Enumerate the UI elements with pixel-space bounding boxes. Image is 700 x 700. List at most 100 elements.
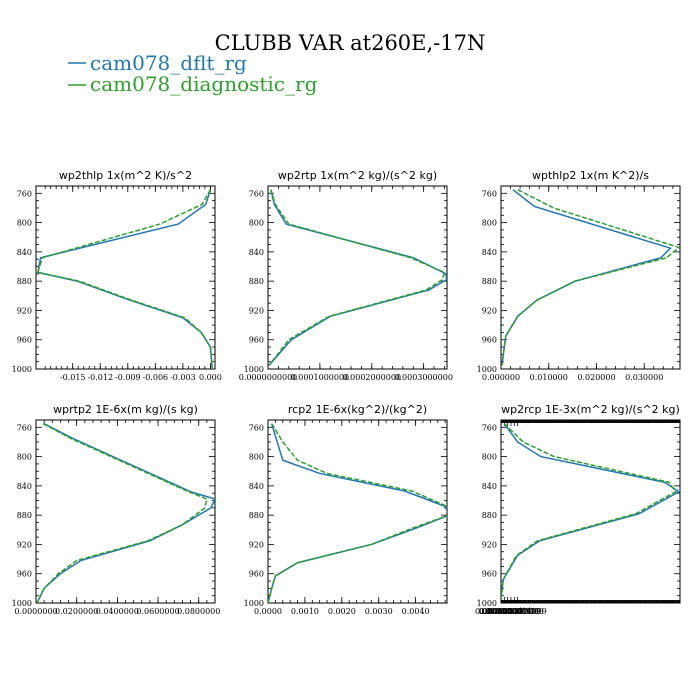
x-tick-label-3-4: 0.0800000 [177, 607, 220, 616]
y-tick-label-1-1: 800 [249, 219, 264, 228]
series-0-1 [36, 189, 213, 369]
y-tick-label-0-5: 960 [17, 336, 32, 345]
y-tick-label-1-5: 960 [249, 336, 264, 345]
y-tick-label-2-0: 760 [482, 189, 497, 198]
x-tick-label-3-2: 0.0400000 [96, 607, 139, 616]
y-tick-label-0-4: 920 [17, 306, 32, 315]
panel-frame-1 [267, 185, 448, 370]
y-tick-label-2-3: 880 [482, 277, 497, 286]
panel-frame-0 [35, 185, 216, 370]
panel-0: wp2thlp 1x(m^2 K)/s^2 760 800 840 880 920 960 1… [12, 169, 222, 382]
x-tick-label-4-1: 0.0010 [291, 607, 319, 616]
series-4-1 [268, 423, 447, 603]
legend: cam078_dflt_rg cam078_diagnostic_rg [68, 51, 318, 96]
x-tick-label-0-2: -0.009 [115, 373, 141, 382]
x-tick-label-0-1: -0.012 [87, 373, 113, 382]
panel-frame-5 [500, 419, 681, 604]
series-2-0 [501, 189, 672, 366]
series-1-1 [268, 189, 446, 366]
y-tick-label-2-2: 840 [482, 248, 497, 257]
y-tick-label-4-6: 1000 [244, 599, 264, 608]
y-tick-label-3-3: 880 [17, 511, 32, 520]
x-tick-label-3-3: 0.0600000 [136, 607, 179, 616]
x-tick-label-4-4: 0.0040 [402, 607, 430, 616]
y-tick-label-5-0: 760 [482, 423, 497, 432]
y-tick-label-2-4: 920 [482, 306, 497, 315]
y-tick-label-4-4: 920 [249, 540, 264, 549]
y-tick-label-2-6: 1000 [477, 365, 497, 374]
panel-5: wp2rcp 1E-3x(m^2 kg)/(s^2 kg) 760 800 840 88… [475, 403, 681, 616]
panel-frame-4 [267, 419, 448, 604]
y-tick-label-1-6: 1000 [244, 365, 264, 374]
x-tick-label-5-5: 0.0000014999 [488, 607, 547, 616]
y-tick-label-0-6: 1000 [12, 365, 32, 374]
x-tick-label-1-1: 0.0001000000 [291, 373, 350, 382]
panel-1: wp2rtp 1x(m^2 kg)/(s^2 kg) 760 800 840 880 92… [239, 169, 453, 382]
y-tick-label-0-0: 760 [17, 189, 32, 198]
y-tick-label-4-1: 800 [249, 453, 264, 462]
x-tick-label-1-0: 0.0000000000 [239, 373, 298, 382]
series-3-0 [36, 422, 215, 603]
x-tick-label-4-3: 0.0030 [365, 607, 393, 616]
y-tick-label-5-4: 920 [482, 540, 497, 549]
y-tick-label-5-2: 840 [482, 482, 497, 491]
y-tick-label-5-3: 880 [482, 511, 497, 520]
y-tick-label-0-1: 800 [17, 219, 32, 228]
x-tick-label-5-1: 0.0000003000 [475, 607, 534, 616]
y-tick-label-0-3: 880 [17, 277, 32, 286]
y-tick-label-4-5: 960 [249, 570, 264, 579]
panel-3: wprtp2 1E-6x(m kg)/(s kg) 760 800 840 880 920… [12, 403, 221, 616]
x-tick-label-2-2: 0.020000 [577, 373, 615, 382]
x-tick-label-5-0: 0.0000000 [479, 607, 522, 616]
series-5-1 [501, 423, 677, 600]
panel-frame-2 [500, 185, 681, 370]
series-5-0 [501, 423, 680, 600]
panels: wp2thlp 1x(m^2 K)/s^2 760 800 840 880 920 960 1… [12, 169, 681, 616]
y-tick-label-5-5: 960 [482, 570, 497, 579]
panel-4: rcp2 1E-6x(kg^2)/(kg^2) 760 800 840 880 920 96… [244, 403, 448, 616]
y-tick-label-4-3: 880 [249, 511, 264, 520]
x-tick-label-5-3: 0.0000008999 [482, 607, 541, 616]
legend-label-0: cam078_dflt_rg [90, 51, 247, 75]
y-tick-label-2-1: 800 [482, 219, 497, 228]
x-tick-label-2-1: 0.010000 [530, 373, 568, 382]
y-tick-label-3-0: 760 [17, 423, 32, 432]
x-tick-label-0-5: 0.000 [199, 373, 222, 382]
y-tick-label-0-2: 840 [17, 248, 32, 257]
y-tick-label-1-2: 840 [249, 248, 264, 257]
series-2-1 [501, 188, 680, 366]
series-1-0 [268, 189, 447, 366]
y-tick-label-3-4: 920 [17, 540, 32, 549]
panel-2: wpthlp2 1x(m K^2)/s 760 800 840 880 920 960 100… [477, 169, 681, 382]
y-tick-label-2-5: 960 [482, 336, 497, 345]
y-tick-label-5-1: 800 [482, 453, 497, 462]
series-3-1 [36, 422, 208, 603]
x-tick-label-0-4: -0.003 [170, 373, 196, 382]
y-tick-label-1-0: 760 [249, 189, 264, 198]
y-tick-label-1-4: 920 [249, 306, 264, 315]
x-tick-label-1-2: 0.0002000000 [343, 373, 402, 382]
x-tick-label-0-0: -0.015 [60, 373, 86, 382]
legend-label-1: cam078_diagnostic_rg [90, 72, 318, 96]
panel-title-2: wpthlp2 1x(m K^2)/s [532, 169, 649, 182]
x-tick-label-4-2: 0.0020 [328, 607, 356, 616]
x-tick-label-5-2: 0.0000006000 [478, 607, 537, 616]
panel-frame-3 [35, 419, 216, 604]
y-tick-label-3-6: 1000 [12, 599, 32, 608]
y-tick-label-1-3: 880 [249, 277, 264, 286]
x-tick-label-1-3: 0.0003000000 [394, 373, 453, 382]
x-tick-label-5-4: 0.0000012000 [485, 607, 544, 616]
panel-title-5: wp2rcp 1E-3x(m^2 kg)/(s^2 kg) [501, 403, 680, 416]
x-tick-label-0-3: -0.006 [143, 373, 169, 382]
panel-title-4: rcp2 1E-6x(kg^2)/(kg^2) [288, 403, 427, 416]
series-4-0 [268, 423, 447, 603]
panel-title-3: wprtp2 1E-6x(m kg)/(s kg) [53, 403, 198, 416]
y-tick-label-3-1: 800 [17, 453, 32, 462]
figure-title: CLUBB VAR at260E,-17N [215, 31, 486, 55]
y-tick-label-4-2: 840 [249, 482, 264, 491]
x-tick-label-2-3: 0.030000 [625, 373, 663, 382]
y-tick-label-3-2: 840 [17, 482, 32, 491]
y-tick-label-4-0: 760 [249, 423, 264, 432]
y-tick-label-3-5: 960 [17, 570, 32, 579]
